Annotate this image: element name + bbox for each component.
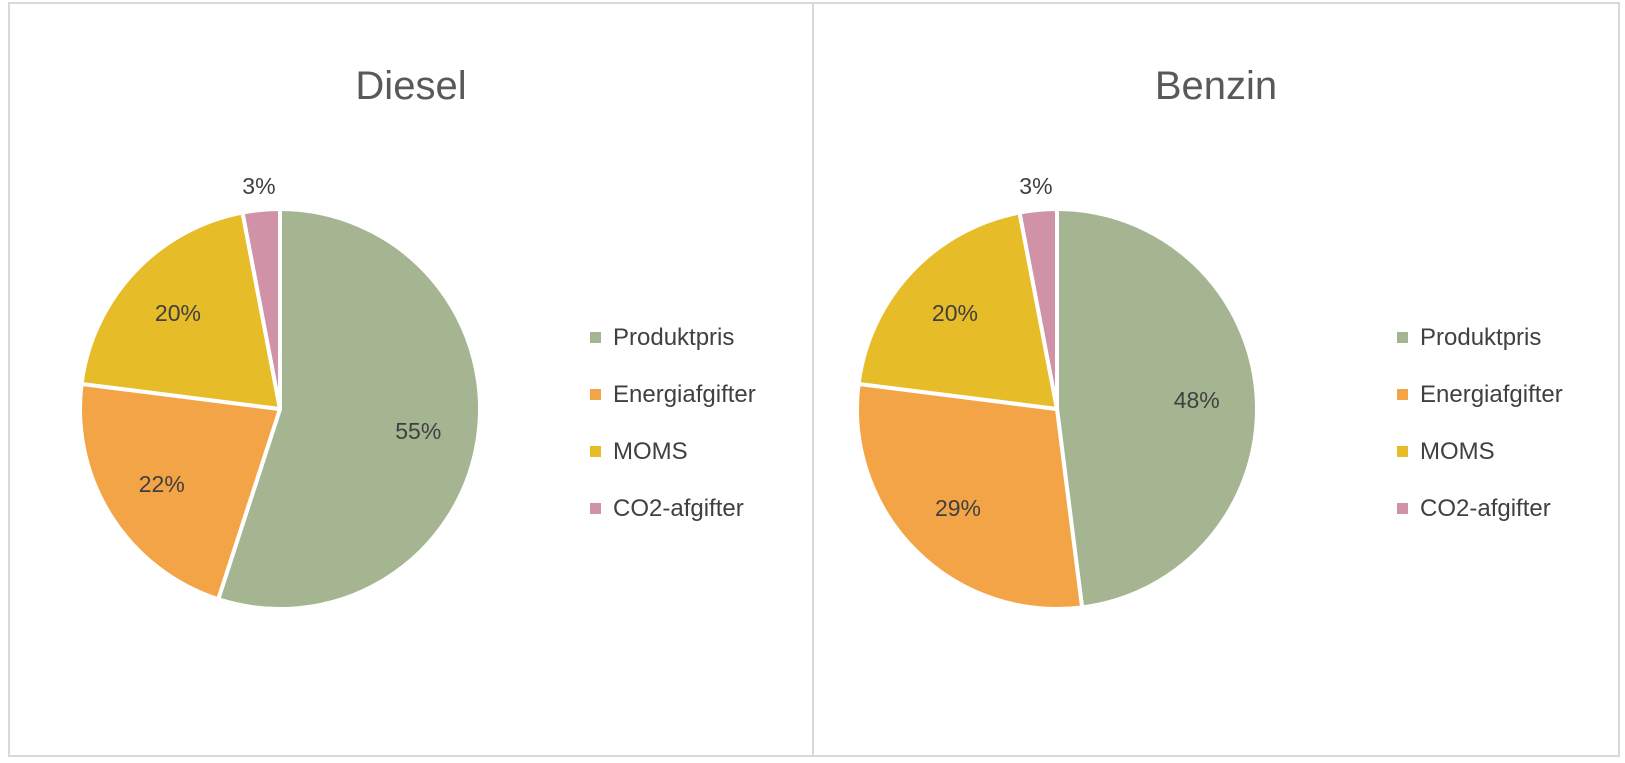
legend-item-moms: MOMS: [590, 423, 756, 480]
legend-swatch: [590, 332, 601, 343]
chart-title: Diesel: [355, 64, 467, 108]
data-label-co2-afgifter: 3%: [1019, 173, 1052, 199]
diesel-chart-panel: Diesel 55% 22% 20% 3% Produktpris Energiafg…: [8, 2, 814, 757]
data-label-energiafgifter: 29%: [935, 495, 981, 521]
legend-item-produktpris: Produktpris: [1397, 309, 1563, 366]
chart-legend: Produktpris Energiafgifter MOMS CO2-afgi…: [1397, 309, 1563, 537]
data-label-moms: 20%: [932, 300, 978, 326]
legend-swatch: [590, 503, 601, 514]
benzin-pie-chart: 48% 29% 20% 3%: [855, 173, 1259, 611]
legend-swatch: [1397, 389, 1408, 400]
legend-swatch: [590, 446, 601, 457]
pie-slice-produktpris: [216, 207, 482, 611]
legend-swatch: [1397, 503, 1408, 514]
legend-label: MOMS: [613, 437, 688, 465]
pie-slice-energiafgifter: [78, 381, 282, 602]
legend-label: Produktpris: [613, 323, 735, 351]
legend-item-energiafgifter: Energiafgifter: [1397, 366, 1563, 423]
pie-slice-produktpris: [1055, 207, 1259, 610]
legend-label: Produktpris: [1420, 323, 1542, 351]
legend-item-produktpris: Produktpris: [590, 309, 756, 366]
pie-slice-moms: [856, 210, 1059, 411]
pie-slice-co2-afgifter: [1017, 207, 1059, 411]
data-label-co2-afgifter: 3%: [242, 173, 275, 199]
legend-item-energiafgifter: Energiafgifter: [590, 366, 756, 423]
diesel-pie-chart: 55% 22% 20% 3%: [78, 173, 482, 611]
pie-slice-moms: [79, 210, 282, 411]
legend-label: Energiafgifter: [1420, 380, 1563, 408]
legend-item-moms: MOMS: [1397, 423, 1563, 480]
legend-swatch: [1397, 332, 1408, 343]
legend-item-co2-afgifter: CO2-afgifter: [1397, 480, 1563, 537]
legend-label: MOMS: [1420, 437, 1495, 465]
data-label-moms: 20%: [155, 300, 201, 326]
chart-legend: Produktpris Energiafgifter MOMS CO2-afgi…: [590, 309, 756, 537]
chart-title: Benzin: [1154, 64, 1278, 108]
benzin-chart-panel: Benzin 48% 29% 20% 3% Produktpris Energiafg…: [812, 2, 1620, 757]
pie-slice-energiafgifter: [855, 381, 1085, 611]
legend-item-co2-afgifter: CO2-afgifter: [590, 480, 756, 537]
data-label-produktpris: 55%: [395, 418, 441, 444]
legend-swatch: [1397, 446, 1408, 457]
legend-swatch: [590, 389, 601, 400]
data-label-energiafgifter: 22%: [139, 471, 185, 497]
data-label-produktpris: 48%: [1174, 387, 1220, 413]
legend-label: Energiafgifter: [613, 380, 756, 408]
legend-label: CO2-afgifter: [1420, 494, 1551, 522]
pie-slice-co2-afgifter: [240, 207, 282, 411]
legend-label: CO2-afgifter: [613, 494, 744, 522]
